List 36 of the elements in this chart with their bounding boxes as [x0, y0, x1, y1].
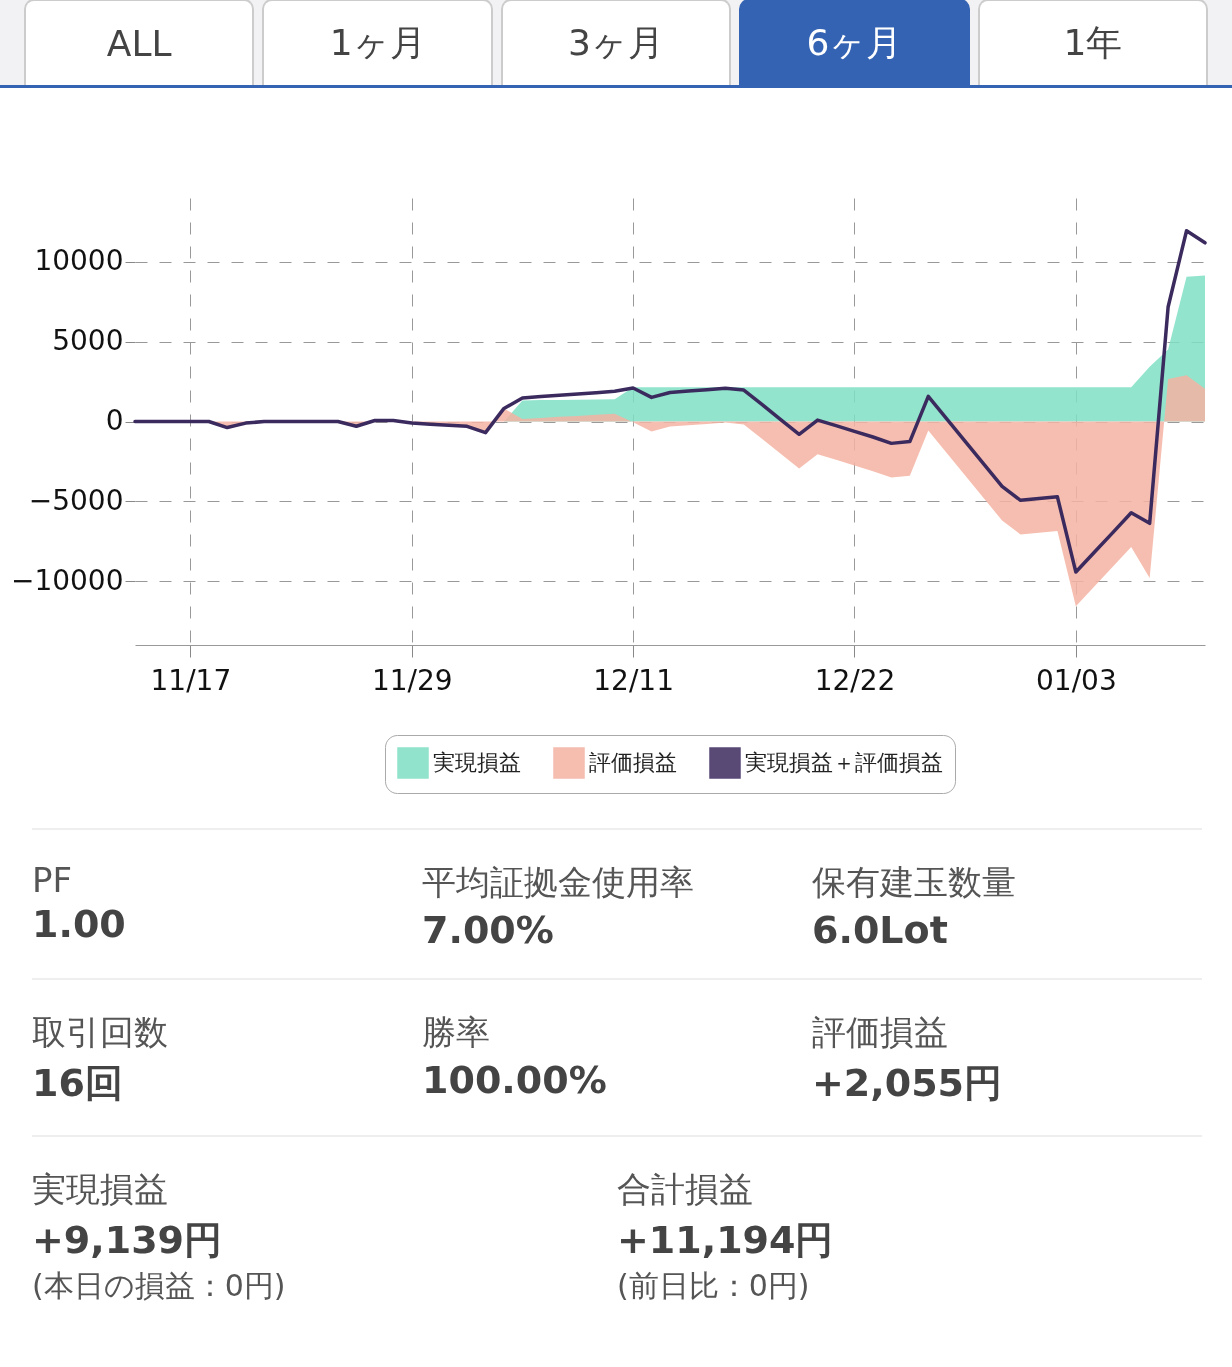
text: 評価損益	[812, 1011, 949, 1054]
legend-label: 実現損益	[433, 750, 521, 775]
text: (前日比：0円)	[617, 1267, 811, 1305]
y-tick-label: −10000	[10, 563, 124, 597]
text: +2,055円	[812, 1060, 1004, 1107]
text: 1.00	[32, 902, 127, 946]
y-tick-label: 5000	[52, 324, 124, 358]
y-tick-label: 10000	[34, 244, 124, 278]
text: 実現損益	[32, 1168, 169, 1211]
x-tick-label: 12/11	[593, 663, 674, 697]
text: 1年	[977, 0, 1209, 85]
text: 勝率	[422, 1011, 491, 1054]
text: 7.00%	[422, 908, 555, 952]
text: 1ヶ月	[262, 0, 493, 85]
text: 3ヶ月	[500, 0, 732, 85]
text: PF	[32, 860, 74, 900]
text: 平均証拠金使用率	[422, 861, 695, 904]
text: ALL	[24, 0, 255, 85]
x-tick-label: 11/29	[371, 663, 453, 697]
text: 合計損益	[617, 1168, 754, 1211]
text: 6ヶ月	[739, 0, 970, 85]
text: (本日の損益：0円)	[32, 1267, 287, 1305]
x-tick-label: 12/22	[814, 663, 896, 697]
text: 保有建玉数量	[812, 861, 1017, 904]
text: +11,194円	[617, 1217, 835, 1264]
legend-label: 実現損益＋評価損益	[745, 750, 943, 775]
text: 100.00%	[422, 1058, 608, 1102]
y-tick-label: −5000	[28, 483, 124, 517]
x-tick-label: 11/17	[150, 663, 232, 697]
x-tick-label: 01/03	[1036, 663, 1117, 697]
text: 取引回数	[32, 1011, 169, 1054]
y-tick-label: 0	[105, 404, 124, 437]
text: 6.0Lot	[812, 908, 949, 952]
legend-label: 評価損益	[589, 750, 677, 775]
text: +9,139円	[32, 1217, 224, 1264]
text: 16回	[32, 1060, 124, 1107]
